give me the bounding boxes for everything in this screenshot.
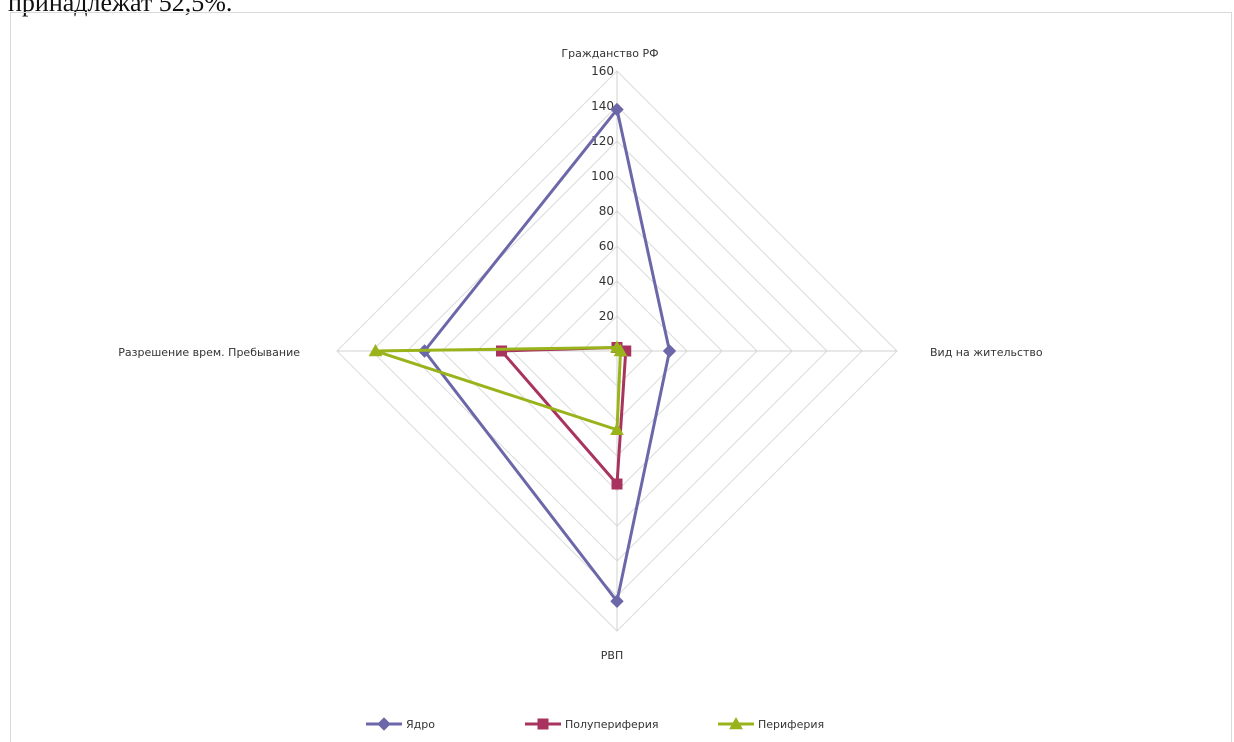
data-point-2-rvp	[611, 478, 623, 490]
data-point-3-rvp	[610, 422, 624, 436]
axis-label-rvp: РВП	[601, 649, 623, 662]
legend-label-2: Полупериферия	[565, 718, 659, 731]
legend-label-3: Периферия	[758, 718, 824, 731]
radar-axis-labels: Гражданство РФ Вид на жительство РВП Раз…	[118, 47, 1043, 662]
data-point-3-residence-permit	[613, 343, 628, 357]
series-1	[417, 102, 677, 608]
data-point-1-citizenship	[610, 102, 624, 117]
series-line-1	[423, 108, 671, 603]
tick-label-100: 100	[591, 169, 614, 183]
data-point-3-temporary-stay	[368, 343, 383, 357]
tick-label-80: 80	[599, 204, 614, 218]
legend-item-1: Ядро	[366, 717, 435, 731]
series-line-3	[374, 346, 622, 432]
tick-label-140: 140	[591, 99, 614, 113]
legend-marker-2	[537, 718, 549, 730]
legend-item-3: Периферия	[718, 716, 824, 731]
legend: Ядро Полупериферия Периферия	[366, 716, 824, 731]
legend-marker-1	[377, 717, 391, 731]
data-point-1-residence-permit	[662, 344, 677, 358]
chart-frame-left	[10, 12, 11, 742]
series-3	[368, 340, 628, 436]
legend-item-2: Полупериферия	[525, 718, 659, 731]
radar-series	[368, 102, 677, 608]
radar-grid	[336, 70, 898, 632]
series-2	[496, 342, 632, 490]
axis-label-citizenship: Гражданство РФ	[561, 47, 658, 60]
legend-label-1: Ядро	[406, 718, 435, 731]
chart-frame-right	[1231, 12, 1232, 742]
tick-label-40: 40	[599, 274, 614, 288]
axis-label-residence-permit: Вид на жительство	[930, 346, 1043, 359]
tick-label-20: 20	[599, 309, 614, 323]
radar-tick-labels: 20 40 60 80 100 120 140 160	[591, 64, 614, 323]
chart-frame-top	[10, 12, 1232, 13]
legend-marker-3	[729, 716, 743, 730]
data-point-1-rvp	[610, 594, 624, 608]
tick-label-120: 120	[591, 134, 614, 148]
axis-label-temporary-stay: Разрешение врем. Пребывание	[118, 346, 300, 359]
tick-label-160: 160	[591, 64, 614, 78]
data-point-2-temporary-stay	[496, 345, 507, 357]
tick-label-60: 60	[599, 239, 614, 253]
